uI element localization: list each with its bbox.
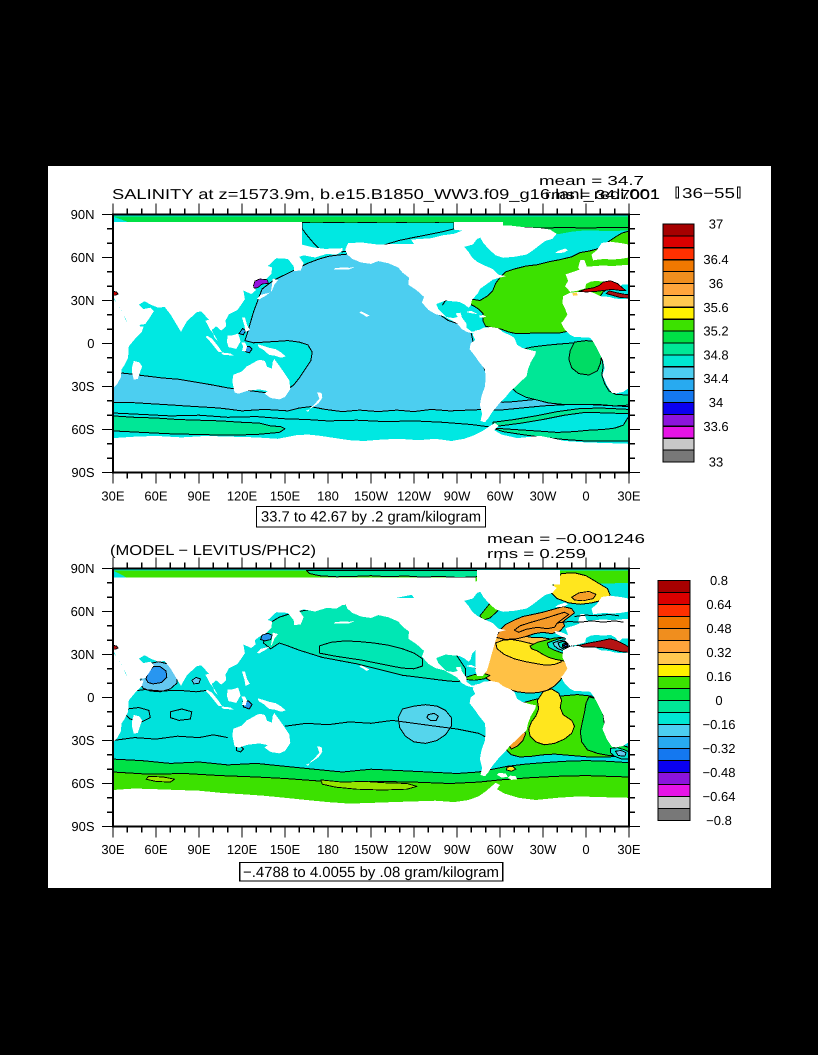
svg-text:60W: 60W <box>487 842 514 857</box>
svg-text:36: 36 <box>709 276 723 291</box>
svg-text:−0.64: −0.64 <box>703 789 736 804</box>
svg-text:0.8: 0.8 <box>710 573 728 588</box>
svg-text:0: 0 <box>582 489 589 504</box>
svg-text:90E: 90E <box>187 842 210 857</box>
svg-text:36.4: 36.4 <box>703 252 728 267</box>
svg-text:60W: 60W <box>487 489 514 504</box>
svg-text:37: 37 <box>709 217 723 232</box>
svg-text:0.16: 0.16 <box>706 669 731 684</box>
svg-text:120W: 120W <box>397 489 432 504</box>
svg-text:180: 180 <box>317 489 339 504</box>
svg-text:30N: 30N <box>71 293 95 308</box>
svg-text:90N: 90N <box>71 561 95 576</box>
svg-text:30E: 30E <box>617 842 640 857</box>
svg-text:30E: 30E <box>101 842 124 857</box>
svg-text:30E: 30E <box>101 489 124 504</box>
svg-text:60E: 60E <box>144 842 167 857</box>
svg-text:33.7 to 42.67 by .2 gram/kilog: 33.7 to 42.67 by .2 gram/kilogram <box>261 510 481 526</box>
svg-text:150W: 150W <box>354 842 389 857</box>
svg-text:−0.48: −0.48 <box>703 765 736 780</box>
svg-text:0.48: 0.48 <box>706 621 731 636</box>
svg-text:150E: 150E <box>270 489 301 504</box>
svg-text:34.4: 34.4 <box>703 371 728 386</box>
svg-text:30E: 30E <box>617 489 640 504</box>
svg-text:90E: 90E <box>187 489 210 504</box>
svg-text:35.2: 35.2 <box>703 324 728 339</box>
svg-text:33: 33 <box>709 455 723 470</box>
svg-text:33.6: 33.6 <box>703 419 728 434</box>
svg-text:120E: 120E <box>227 489 258 504</box>
svg-text:−0.32: −0.32 <box>703 741 736 756</box>
svg-text:30N: 30N <box>71 647 95 662</box>
svg-text:90W: 90W <box>444 842 471 857</box>
svg-text:30S: 30S <box>71 379 94 394</box>
svg-text:150E: 150E <box>270 842 301 857</box>
svg-text:30W: 30W <box>530 842 557 857</box>
svg-text:90W: 90W <box>444 489 471 504</box>
svg-text:150W: 150W <box>354 489 389 504</box>
svg-text:(MODEL − LEVITUS/PHC2): (MODEL − LEVITUS/PHC2) <box>110 543 316 559</box>
svg-text:34: 34 <box>709 395 723 410</box>
svg-text:60E: 60E <box>144 489 167 504</box>
svg-text:60N: 60N <box>71 250 95 265</box>
svg-text:0.64: 0.64 <box>706 597 731 612</box>
svg-text:rms = 0.259: rms = 0.259 <box>487 546 586 561</box>
svg-text:0: 0 <box>715 693 722 708</box>
svg-text:mean = −0.001246: mean = −0.001246 <box>487 531 645 546</box>
svg-text:0.32: 0.32 <box>706 645 731 660</box>
svg-text:rms = 34.7001: rms = 34.7001 <box>545 187 660 202</box>
svg-text:90S: 90S <box>71 819 94 834</box>
svg-text:0: 0 <box>582 842 589 857</box>
svg-text:−0.16: −0.16 <box>703 717 736 732</box>
svg-text:120W: 120W <box>397 842 432 857</box>
svg-text:90S: 90S <box>71 465 94 480</box>
svg-text:SALINITY at z=1573.9m, b.e15.B: SALINITY at z=1573.9m, b.e15.B1850_WW3.f… <box>112 187 660 203</box>
svg-text:120E: 120E <box>227 842 258 857</box>
svg-text:60N: 60N <box>71 604 95 619</box>
svg-text:60S: 60S <box>71 776 94 791</box>
svg-text:34.8: 34.8 <box>703 347 728 362</box>
svg-text:−0.8: −0.8 <box>706 813 732 828</box>
svg-text:35.6: 35.6 <box>703 300 728 315</box>
svg-text:mean = 34.7: mean = 34.7 <box>539 173 644 188</box>
svg-text:90N: 90N <box>71 207 95 222</box>
svg-text:30W: 30W <box>530 489 557 504</box>
svg-text:0: 0 <box>87 690 94 705</box>
svg-text:0: 0 <box>87 336 94 351</box>
svg-text:−.4788 to 4.0055 by .08 gram/k: −.4788 to 4.0055 by .08 gram/kilogram <box>243 865 499 881</box>
svg-text:180: 180 <box>317 842 339 857</box>
svg-text:36−55: 36−55 <box>682 186 735 202</box>
svg-text:30S: 30S <box>71 733 94 748</box>
svg-text:60S: 60S <box>71 422 94 437</box>
